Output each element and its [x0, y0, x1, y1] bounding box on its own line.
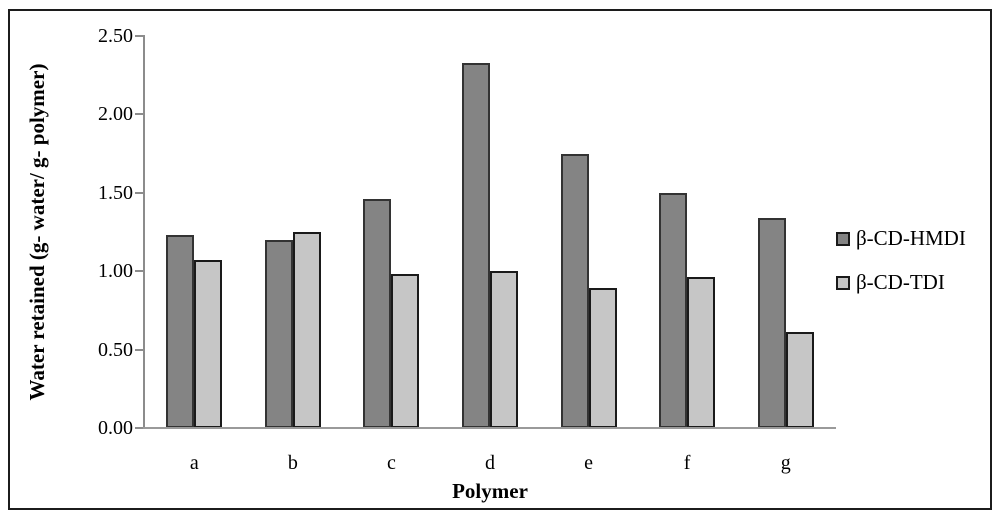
y-axis-title: Water retained (g- water/ g- polymer) [25, 63, 49, 401]
y-tick-label: 0.50 [98, 338, 133, 361]
bar-tdi-d [490, 271, 518, 428]
y-tick-label: 1.50 [98, 181, 133, 204]
x-category-label-e: e [584, 452, 593, 474]
bar-tdi-e [588, 288, 617, 428]
bar-tdi-c [391, 274, 420, 428]
x-category-label-a: a [189, 452, 199, 474]
y-tick-label: 2.00 [98, 103, 133, 126]
x-category-label-b: b [287, 452, 298, 474]
y-tick-label: 0.00 [98, 417, 133, 439]
x-category-label-c: c [386, 452, 396, 474]
bar-hmdi-b [264, 239, 293, 428]
bar-hmdi-e [560, 153, 589, 428]
x-category-label-g: g [780, 452, 791, 474]
y-tick-label: 2.50 [98, 25, 133, 47]
bar-hmdi-g [757, 217, 786, 428]
bar-hmdi-d [462, 62, 490, 428]
x-axis-title: Polymer [452, 479, 528, 503]
bar-hmdi-a [166, 235, 195, 428]
legend-label: β-CD-HMDI [856, 226, 966, 250]
bar-tdi-a [194, 260, 223, 428]
y-tick-mark [135, 427, 143, 429]
x-category-label-d: d [485, 452, 495, 474]
y-axis-line [143, 35, 145, 429]
x-category-label-f: f [683, 452, 691, 474]
y-tick-mark [135, 35, 143, 37]
y-tick-mark [135, 191, 143, 194]
bar-hmdi-c [363, 199, 392, 428]
y-tick-mark [135, 348, 143, 351]
legend-swatch-icon [836, 275, 850, 290]
legend-swatch-icon [836, 231, 850, 246]
y-tick-label: 1.00 [98, 260, 133, 283]
bar-tdi-b [292, 232, 321, 428]
y-tick-mark [135, 270, 143, 273]
legend-label: β-CD-TDI [856, 270, 945, 294]
bar-tdi-g [785, 332, 814, 428]
x-axis-line [143, 427, 836, 429]
bar-hmdi-f [659, 192, 688, 428]
legend-item-tdi: β-CD-TDI [836, 270, 945, 295]
y-tick-mark [135, 113, 143, 116]
figure-border [8, 9, 992, 510]
bar-tdi-f [687, 277, 716, 428]
legend-item-hmdi: β-CD-HMDI [836, 226, 966, 251]
